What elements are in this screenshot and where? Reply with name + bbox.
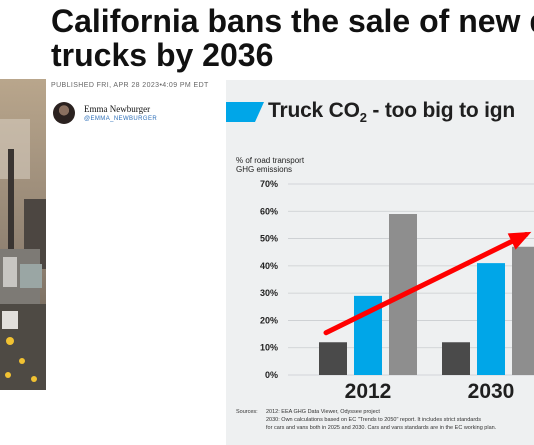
bar	[442, 342, 470, 375]
author-avatar[interactable]	[53, 102, 75, 124]
y-tick-label: 20%	[260, 315, 278, 325]
headline-line-1: California bans the sale of new di	[51, 4, 534, 39]
y-tick-label: 70%	[260, 179, 278, 189]
sources-line-1: 2012: EEA GHG Data Viewer, Odyssee proje…	[266, 409, 380, 415]
chart-title-subscript: 2	[359, 110, 367, 126]
y-tick-label: 50%	[260, 234, 278, 244]
title-accent-bar	[226, 102, 264, 122]
author-byline[interactable]: Emma Newburger @EMMA_NEWBURGER	[53, 100, 157, 126]
highway-trucks-photo	[0, 79, 46, 390]
author-name[interactable]: Emma Newburger	[84, 104, 151, 114]
article-headline: California bans the sale of new di truck…	[51, 4, 534, 74]
chart-canvas: 0% 10% 20% 30% 40% 50% 60% 70% 2012 2030	[226, 102, 534, 403]
bar	[319, 342, 347, 375]
published-date: PUBLISHED FRI, APR 28 2023•4:09 PM EDT	[51, 82, 209, 89]
sources-line-3: for cars and vans both in 2025 and 2030.…	[266, 425, 497, 431]
y-axis-label-line-1: % of road transport	[236, 156, 305, 165]
y-tick-label: 10%	[260, 343, 278, 353]
y-tick-label: 0%	[265, 370, 278, 380]
truck-co2-chart: 0% 10% 20% 30% 40% 50% 60% 70% 2012 2030 Truck CO…	[226, 80, 534, 445]
x-category-label: 2030	[468, 380, 515, 403]
headline-line-2: trucks by 2036	[51, 37, 274, 73]
trend-arrow	[323, 231, 529, 336]
y-tick-label: 30%	[260, 288, 278, 298]
chart-title: Truck CO2 - too big to ign	[268, 99, 515, 125]
x-category-label: 2012	[345, 380, 392, 403]
y-axis-label-line-2: GHG emissions	[236, 165, 293, 174]
sources-label: Sources:	[236, 409, 258, 415]
chart-title-prefix: Truck CO	[268, 99, 360, 122]
bar	[512, 246, 534, 375]
y-tick-label: 60%	[260, 206, 278, 216]
y-tick-label: 40%	[260, 261, 278, 271]
trend-arrow-head	[507, 231, 532, 250]
sources-line-2: 2030: Own calculations based on EC "Tren…	[266, 417, 481, 423]
chart-title-suffix: - too big to ign	[366, 99, 516, 122]
y-axis-label: % of road transport GHG emissions	[236, 156, 356, 174]
author-handle[interactable]: @EMMA_NEWBURGER	[84, 116, 158, 122]
bar	[477, 263, 505, 375]
